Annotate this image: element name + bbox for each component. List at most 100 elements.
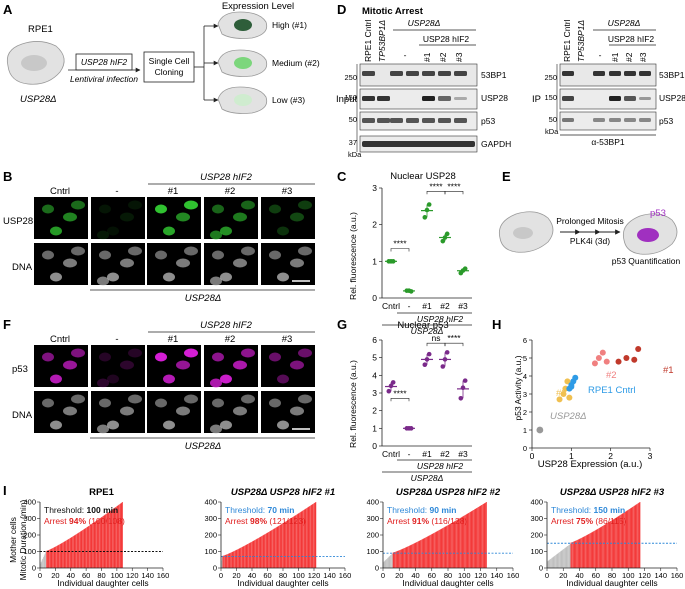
bar	[224, 555, 225, 568]
bar	[464, 515, 465, 568]
bar	[456, 519, 458, 568]
bar	[571, 542, 573, 568]
threshold-annotation: Threshold: 70 min	[225, 505, 294, 515]
b-construct-label: USP28 hIF2	[200, 172, 252, 183]
bar	[592, 531, 594, 568]
bar	[611, 520, 612, 568]
nucleus	[212, 352, 224, 362]
data-point	[566, 394, 573, 401]
bar	[122, 502, 123, 568]
y-tick-label: 6	[372, 335, 377, 345]
bar	[618, 515, 620, 568]
bar	[64, 541, 66, 568]
bar	[483, 503, 485, 568]
nucleus	[97, 276, 109, 286]
bar	[629, 508, 631, 568]
bar	[430, 534, 431, 568]
bar	[91, 523, 93, 568]
bar	[607, 523, 608, 568]
bar	[108, 512, 110, 568]
bar	[300, 512, 301, 568]
x-tick-label: 3	[648, 451, 653, 461]
bar	[42, 558, 43, 568]
bar	[267, 532, 269, 568]
x-tick-label: 80	[279, 571, 287, 580]
bar	[565, 547, 567, 568]
bar	[50, 548, 52, 568]
nucleus	[210, 230, 222, 240]
bar	[257, 538, 259, 568]
bar	[558, 552, 560, 568]
bar	[77, 533, 79, 568]
nucleus	[233, 212, 247, 222]
bar	[230, 552, 231, 568]
bar	[110, 510, 112, 568]
x-tick-label: 80	[608, 571, 616, 580]
bar	[400, 549, 401, 568]
bar	[59, 543, 61, 568]
bar	[70, 537, 72, 568]
data-point	[408, 426, 414, 431]
bar	[224, 555, 226, 568]
bar	[431, 534, 433, 568]
nucleus	[155, 352, 167, 362]
bar	[562, 549, 564, 568]
bar	[625, 511, 627, 568]
bar-chart-title: USP28Δ USP28 hIF2 #2	[396, 487, 501, 498]
bar	[283, 522, 285, 568]
micrograph-signal	[91, 197, 145, 239]
bar	[410, 544, 412, 568]
bar	[67, 539, 69, 568]
bar	[453, 521, 455, 568]
nucleus	[212, 250, 224, 260]
x-tick-label: 0	[381, 571, 385, 580]
bar	[412, 544, 413, 568]
x-tick-label: 60	[428, 571, 436, 580]
clone-medium: Medium (#2)	[217, 49, 320, 77]
group-hif2: USP28 hIF2	[423, 34, 470, 44]
bar-chart-4: USP28Δ USP28 hIF2 #3 0 100 200 300 400 0 20 40 60…	[530, 487, 683, 580]
significance-label: ****	[393, 239, 407, 249]
bar	[284, 522, 286, 568]
bar	[114, 507, 116, 568]
bar	[101, 516, 103, 568]
bar	[307, 507, 308, 568]
bar	[406, 546, 408, 568]
bar	[433, 533, 435, 568]
arrest-annotation: Arrest 91% (116/128)	[387, 516, 467, 526]
y-tick-label: 0	[539, 564, 543, 573]
nucleus	[128, 348, 142, 358]
bar	[609, 521, 611, 568]
bar	[404, 548, 405, 568]
bar	[120, 503, 122, 568]
nucleus	[184, 200, 198, 210]
bar	[98, 519, 100, 568]
bar	[300, 511, 302, 568]
nucleus	[71, 246, 85, 256]
ip-lane-2: #2	[624, 52, 634, 62]
bar	[633, 506, 634, 568]
bar	[119, 503, 121, 568]
bar	[435, 532, 436, 568]
bar	[401, 549, 403, 568]
bar	[116, 505, 118, 568]
bar	[102, 516, 103, 568]
nucleus	[107, 420, 119, 430]
b-row-dna: DNA	[12, 262, 33, 273]
nucleus	[241, 348, 255, 358]
ip-lane-1: #1	[610, 52, 620, 62]
nucleus	[210, 424, 222, 434]
bar	[638, 503, 639, 568]
bar	[461, 516, 463, 568]
f-construct-label: USP28 hIF2	[200, 320, 252, 331]
b-bottom-label: USP28Δ	[185, 293, 221, 304]
nucleus	[210, 378, 222, 388]
h-label-1: #1	[663, 365, 674, 376]
bar	[549, 559, 551, 568]
x-tick-label: #3	[458, 301, 468, 311]
bar	[554, 555, 556, 568]
nucleus	[290, 212, 304, 222]
bar	[447, 525, 448, 568]
significance-bracket	[444, 342, 464, 347]
bar	[409, 545, 410, 568]
